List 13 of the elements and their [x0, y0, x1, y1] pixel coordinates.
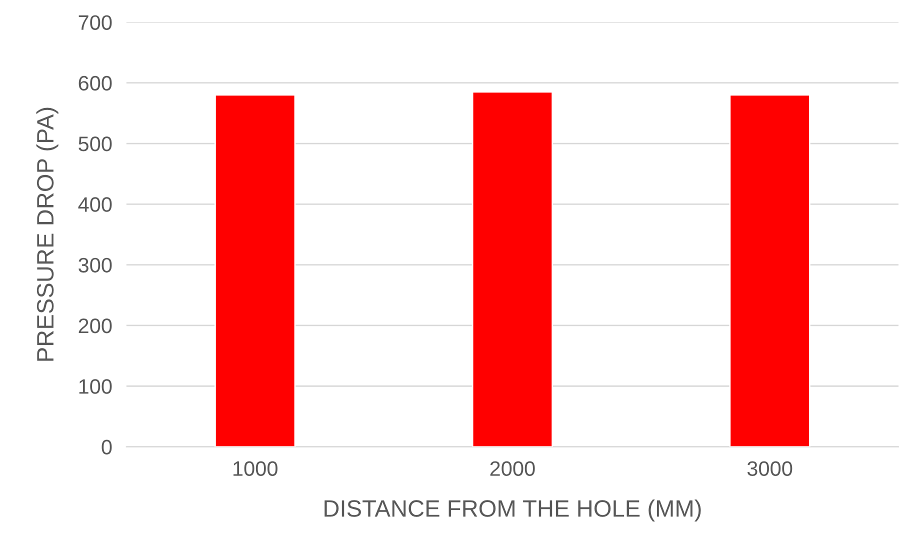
- x-tick-label: 3000: [747, 461, 792, 476]
- x-tick-label: 2000: [490, 461, 535, 476]
- y-axis-title: PRESSURE DROP (PA): [36, 108, 58, 361]
- y-tick-label: 100: [79, 379, 112, 394]
- y-tick-label: 400: [78, 197, 112, 212]
- y-tick-label: 0: [102, 440, 112, 455]
- y-tick-label: 700: [78, 15, 112, 30]
- y-tick-label: 300: [78, 258, 112, 273]
- y-tick-label: 500: [78, 136, 112, 152]
- y-tick-label: 600: [78, 76, 112, 91]
- x-tick-label: 1000: [234, 461, 278, 476]
- y-tick-label: 200: [78, 318, 112, 334]
- x-axis-title: DISTANCE FROM THE HOLE (MM): [324, 500, 701, 522]
